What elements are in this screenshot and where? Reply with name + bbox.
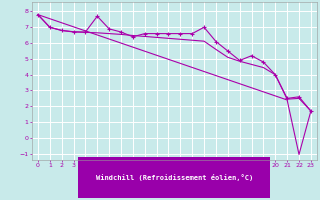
X-axis label: Windchill (Refroidissement éolien,°C): Windchill (Refroidissement éolien,°C) — [96, 174, 253, 181]
